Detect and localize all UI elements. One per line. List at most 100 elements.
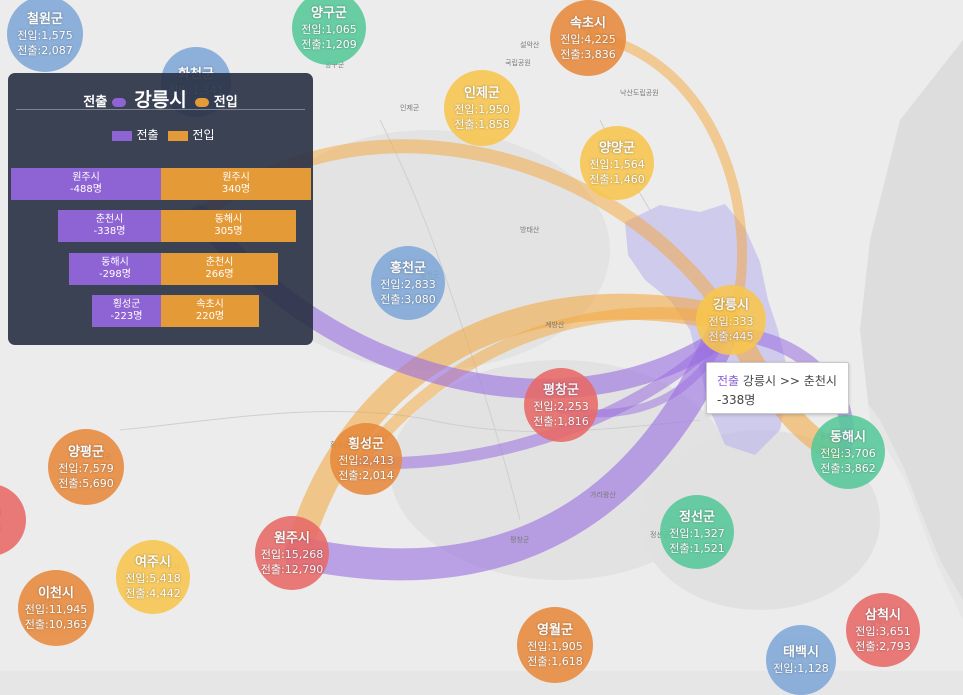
region-outflow: 전출:2,087 (17, 43, 73, 57)
outflow-bar-label: 동해시 -298명 (99, 257, 131, 280)
region-inflow: 748 (0, 505, 1, 520)
outflow-arrow-icon (111, 98, 126, 107)
region-inflow: 전입:333 (708, 314, 754, 328)
inflow-bar[interactable]: 원주시 340명 (161, 168, 311, 200)
region-bubble[interactable]: 강릉시 전입:333 전출:445 (696, 285, 766, 355)
region-outflow: 905 (0, 520, 1, 535)
region-inflow: 전입:7,579 (58, 461, 114, 475)
region-bubble[interactable]: 정선군 전입:1,327 전출:1,521 (660, 495, 734, 569)
region-bubble[interactable]: 삼척시 전입:3,651 전출:2,793 (846, 593, 920, 667)
outflow-bar[interactable]: 동해시 -298명 (69, 253, 161, 285)
region-bubble[interactable]: 평창군 전입:2,253 전출:1,816 (524, 368, 598, 442)
region-name: 태백시 (783, 645, 819, 660)
map-label: 가리왕산 (590, 491, 616, 499)
region-inflow: 전입:3,706 (820, 446, 876, 460)
region-bubble[interactable]: 영월군 전입:1,905 전출:1,618 (517, 607, 593, 683)
region-bubble[interactable]: 양구군 전입:1,065 전출:1,209 (292, 0, 366, 65)
map-label: 계방산 (545, 321, 565, 329)
region-name: 양평군 (68, 444, 104, 460)
outflow-bar[interactable]: 원주시 -488명 (11, 168, 161, 200)
region-bubble[interactable]: 여주시 전입:5,418 전출:4,442 (116, 540, 190, 614)
tooltip-kind: 전출 (717, 374, 740, 388)
outflow-bar[interactable]: 횡성군 -223명 (92, 295, 161, 327)
inflow-bar-label: 원주시 340명 (221, 172, 251, 195)
region-inflow: 전입:11,945 (24, 602, 88, 616)
region-bubble[interactable]: 양평군 전입:7,579 전출:5,690 (48, 429, 124, 505)
region-outflow: 전출:5,690 (58, 476, 114, 490)
legend-out-label[interactable]: 전출 (136, 128, 159, 142)
region-name: 정선군 (679, 509, 715, 525)
outflow-bar-label: 원주시 -488명 (70, 172, 102, 195)
region-outflow: 전출:2,014 (338, 468, 394, 482)
region-outflow: 전출:10,363 (24, 617, 88, 631)
region-name: 강릉시 (713, 297, 749, 313)
region-name: 속초시 (570, 15, 606, 31)
region-name: 이천시 (38, 585, 74, 601)
inflow-bar[interactable]: 속초시 220명 (161, 295, 259, 327)
region-inflow: 전입:15,268 (260, 547, 324, 561)
region-outflow: 전출:3,080 (380, 292, 436, 306)
map-label: 국립공원 (505, 59, 531, 67)
map-label: 평창군 (510, 536, 530, 544)
region-inflow: 전입:1,327 (669, 526, 725, 540)
region-inflow: 전입:1,575 (17, 28, 73, 42)
region-name: 동해시 (830, 429, 866, 445)
outflow-bar[interactable]: 춘천시 -338명 (58, 210, 161, 242)
region-bubble[interactable]: 홍천군 전입:2,833 전출:3,080 (371, 246, 445, 320)
region-outflow: 전출:1,858 (454, 117, 510, 131)
tooltip-route: 강릉시 >> 춘천시 (742, 374, 837, 388)
region-bubble[interactable]: 원주시 전입:15,268 전출:12,790 (255, 516, 329, 590)
legend-in-swatch[interactable] (168, 130, 189, 141)
map-label: 설악산 (520, 41, 540, 49)
tooltip-value: -338명 (717, 393, 756, 407)
region-inflow: 전입:3,651 (855, 624, 911, 638)
panel-legend: 전출 전입 (8, 126, 313, 143)
outflow-bar-label: 횡성군 -223명 (110, 299, 143, 322)
panel-title: 전출 강릉시 전입 (8, 85, 313, 112)
region-name: 횡성군 (348, 436, 384, 452)
region-bubble[interactable]: 횡성군 전입:2,413 전출:2,014 (330, 423, 402, 495)
region-bubble[interactable]: 양양군 전입:1,564 전출:1,460 (580, 126, 654, 200)
region-outflow: 전출:3,862 (820, 461, 876, 475)
region-name: 양양군 (599, 140, 635, 156)
region-name: 삼척시 (865, 607, 901, 623)
map-label: 양구군 (325, 61, 345, 69)
region-outflow: 전출:1,209 (301, 37, 357, 51)
inflow-bar[interactable]: 춘천시 266명 (161, 253, 278, 285)
region-bubble[interactable]: 이천시 전입:11,945 전출:10,363 (18, 570, 94, 646)
region-inflow: 전입:2,253 (533, 399, 589, 413)
region-name: 여주시 (135, 554, 171, 570)
region-name: 양구군 (311, 5, 347, 21)
region-inflow: 전입:1,065 (301, 22, 357, 36)
map-label: 정선군 (650, 530, 669, 540)
title-city: 강릉시 (134, 89, 187, 111)
region-inflow: 전입:1,564 (589, 157, 645, 171)
inflow-bar[interactable]: 동해시 305명 (161, 210, 296, 242)
region-name: 홍천군 (390, 260, 426, 276)
region-bubble[interactable]: 속초시 전입:4,225 전출:3,836 (550, 0, 626, 76)
region-name: 평창군 (543, 382, 579, 398)
region-inflow: 전입:1,905 (527, 639, 583, 653)
region-name: 원주시 (274, 530, 310, 546)
region-name: 영월군 (537, 622, 573, 638)
region-bubble[interactable]: 동해시 전입:3,706 전출:3,862 (811, 415, 885, 489)
migration-panel: 전출 강릉시 전입 전출 전입 원주시 -488명 원주시 340명 춘천시 -338명 동… (8, 73, 313, 345)
inflow-bar-label: 동해시 305명 (214, 214, 243, 237)
outflow-bar-label: 춘천시 -338명 (93, 214, 126, 237)
region-inflow: 전입:1,128 (773, 662, 829, 675)
region-inflow: 전입:2,413 (338, 453, 394, 467)
region-name: 인제군 (464, 85, 500, 101)
region-outflow: 전출:12,790 (260, 562, 324, 576)
region-outflow: 전출:1,521 (669, 541, 725, 555)
region-outflow: 전출:3,836 (560, 47, 616, 61)
legend-out-swatch[interactable] (112, 130, 133, 141)
legend-in-label[interactable]: 전입 (192, 128, 215, 142)
map-label: 낙산도립공원 (620, 89, 659, 97)
region-inflow: 전입:2,833 (380, 277, 436, 291)
map-label: 방태산 (520, 226, 540, 234)
route-tooltip: 전출 강릉시 >> 춘천시 -338명 (706, 362, 849, 414)
title-out-label: 전출 (83, 95, 108, 110)
region-bubble[interactable]: 철원군 전입:1,575 전출:2,087 (7, 0, 83, 72)
region-bubble[interactable]: 인제군 전입:1,950 전출:1,858 (444, 70, 520, 146)
